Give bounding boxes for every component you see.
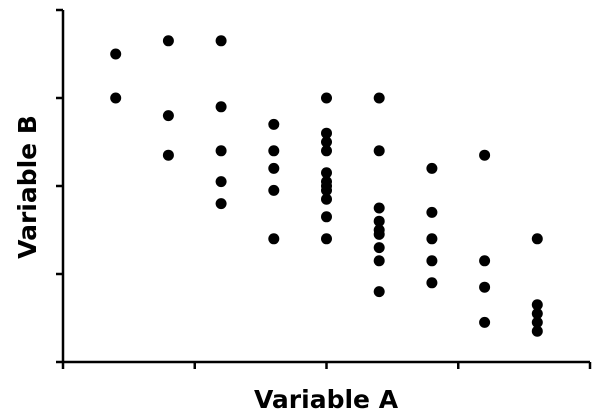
- data-point: [215, 145, 227, 157]
- data-point: [426, 277, 438, 289]
- x-axis-label: Variable A: [254, 385, 399, 414]
- y-axis-label: Variable B: [13, 115, 42, 259]
- data-point: [268, 162, 280, 174]
- data-point: [531, 325, 543, 337]
- data-point: [321, 145, 332, 157]
- data-point: [426, 162, 438, 174]
- data-point: [215, 176, 227, 188]
- data-point: [215, 198, 227, 210]
- data-point: [268, 184, 280, 196]
- data-point: [321, 184, 332, 196]
- data-point: [373, 92, 385, 104]
- data-point: [321, 167, 332, 179]
- data-point: [321, 92, 332, 104]
- data-point: [479, 281, 491, 293]
- data-point: [479, 149, 491, 161]
- data-point: [268, 118, 280, 130]
- data-points: [110, 35, 543, 337]
- data-point: [373, 255, 385, 267]
- data-point: [162, 35, 174, 47]
- data-point: [531, 308, 543, 320]
- data-point: [531, 233, 543, 245]
- data-point: [373, 242, 385, 254]
- data-point: [531, 299, 543, 311]
- data-point: [321, 127, 332, 139]
- data-point: [110, 92, 122, 104]
- data-point: [373, 215, 385, 227]
- data-point: [215, 101, 227, 113]
- data-point: [321, 136, 332, 148]
- data-point: [162, 149, 174, 161]
- axes: [56, 8, 592, 369]
- data-point: [426, 255, 438, 267]
- data-point: [479, 316, 491, 328]
- data-point: [373, 202, 385, 214]
- data-point: [531, 316, 543, 328]
- data-point: [426, 233, 438, 245]
- data-point: [321, 233, 332, 245]
- data-point: [268, 233, 280, 245]
- data-point: [215, 35, 227, 47]
- data-point: [321, 211, 332, 223]
- data-point: [426, 206, 438, 218]
- data-point: [479, 255, 491, 267]
- data-point: [110, 48, 122, 60]
- data-point: [373, 145, 385, 157]
- data-point: [373, 228, 385, 240]
- data-point: [162, 110, 174, 122]
- data-point: [268, 145, 280, 157]
- data-point: [321, 193, 332, 205]
- data-point: [373, 286, 385, 298]
